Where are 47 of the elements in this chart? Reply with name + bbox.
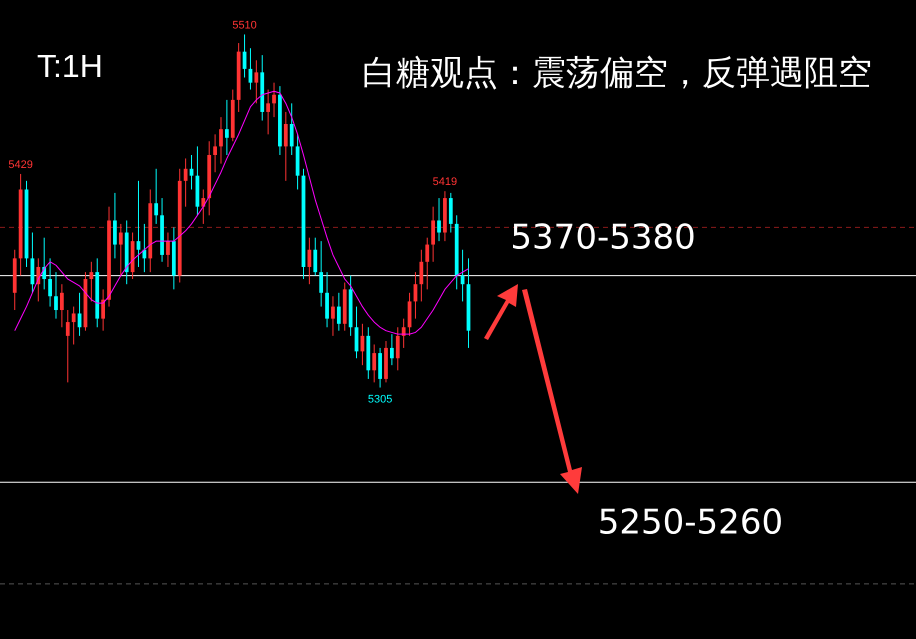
- candlestick: [142, 223, 146, 273]
- candlestick: [89, 261, 94, 302]
- candlestick: [60, 284, 64, 328]
- candlestick: [101, 288, 106, 332]
- annotation: 5419: [432, 176, 458, 188]
- candlestick: [48, 258, 52, 308]
- candlestick: [219, 116, 223, 164]
- annotation: 5510: [232, 19, 257, 32]
- candlestick: [213, 134, 217, 173]
- candlestick: [319, 240, 324, 308]
- annotation: 5429: [8, 158, 33, 171]
- candlestick: [372, 344, 376, 383]
- candlestick: [118, 223, 123, 276]
- text: T:1H: [37, 48, 103, 85]
- ref-line-label: 5250-5260: [598, 502, 784, 542]
- candlestick: [331, 296, 335, 336]
- candlestick: [72, 306, 76, 345]
- candlestick: [396, 326, 400, 371]
- candlestick: [248, 48, 252, 90]
- text: 白糖观点：震荡偏空，反弹遇阻空: [362, 52, 872, 95]
- ref-line-label: 5370-5380: [510, 218, 696, 258]
- candlestick: [360, 323, 364, 366]
- candlestick: [272, 82, 276, 118]
- candlestick: [284, 111, 288, 182]
- candlestick: [390, 334, 394, 366]
- candlestick: [290, 102, 294, 156]
- candlestick: [254, 60, 258, 104]
- candlestick: [66, 310, 70, 383]
- candlestick: [154, 168, 158, 224]
- candlestick: [190, 154, 194, 190]
- candlestick: [460, 249, 464, 302]
- candlestick: [266, 89, 270, 135]
- candlestick: [78, 292, 82, 336]
- candlestick: [307, 237, 312, 285]
- annotation: 5305: [368, 394, 392, 406]
- candlestick: [54, 272, 58, 320]
- candlestick: [419, 249, 424, 302]
- candlestick: [166, 232, 170, 268]
- candlestick: [425, 237, 430, 290]
- candlestick: [313, 237, 318, 276]
- candlestick: [184, 158, 188, 208]
- candlestick: [336, 292, 341, 332]
- candlestick: [224, 99, 229, 156]
- candlestick: [437, 198, 441, 242]
- candlestick: [242, 34, 246, 78]
- candlestick: [414, 272, 418, 320]
- candlestick: [136, 180, 140, 268]
